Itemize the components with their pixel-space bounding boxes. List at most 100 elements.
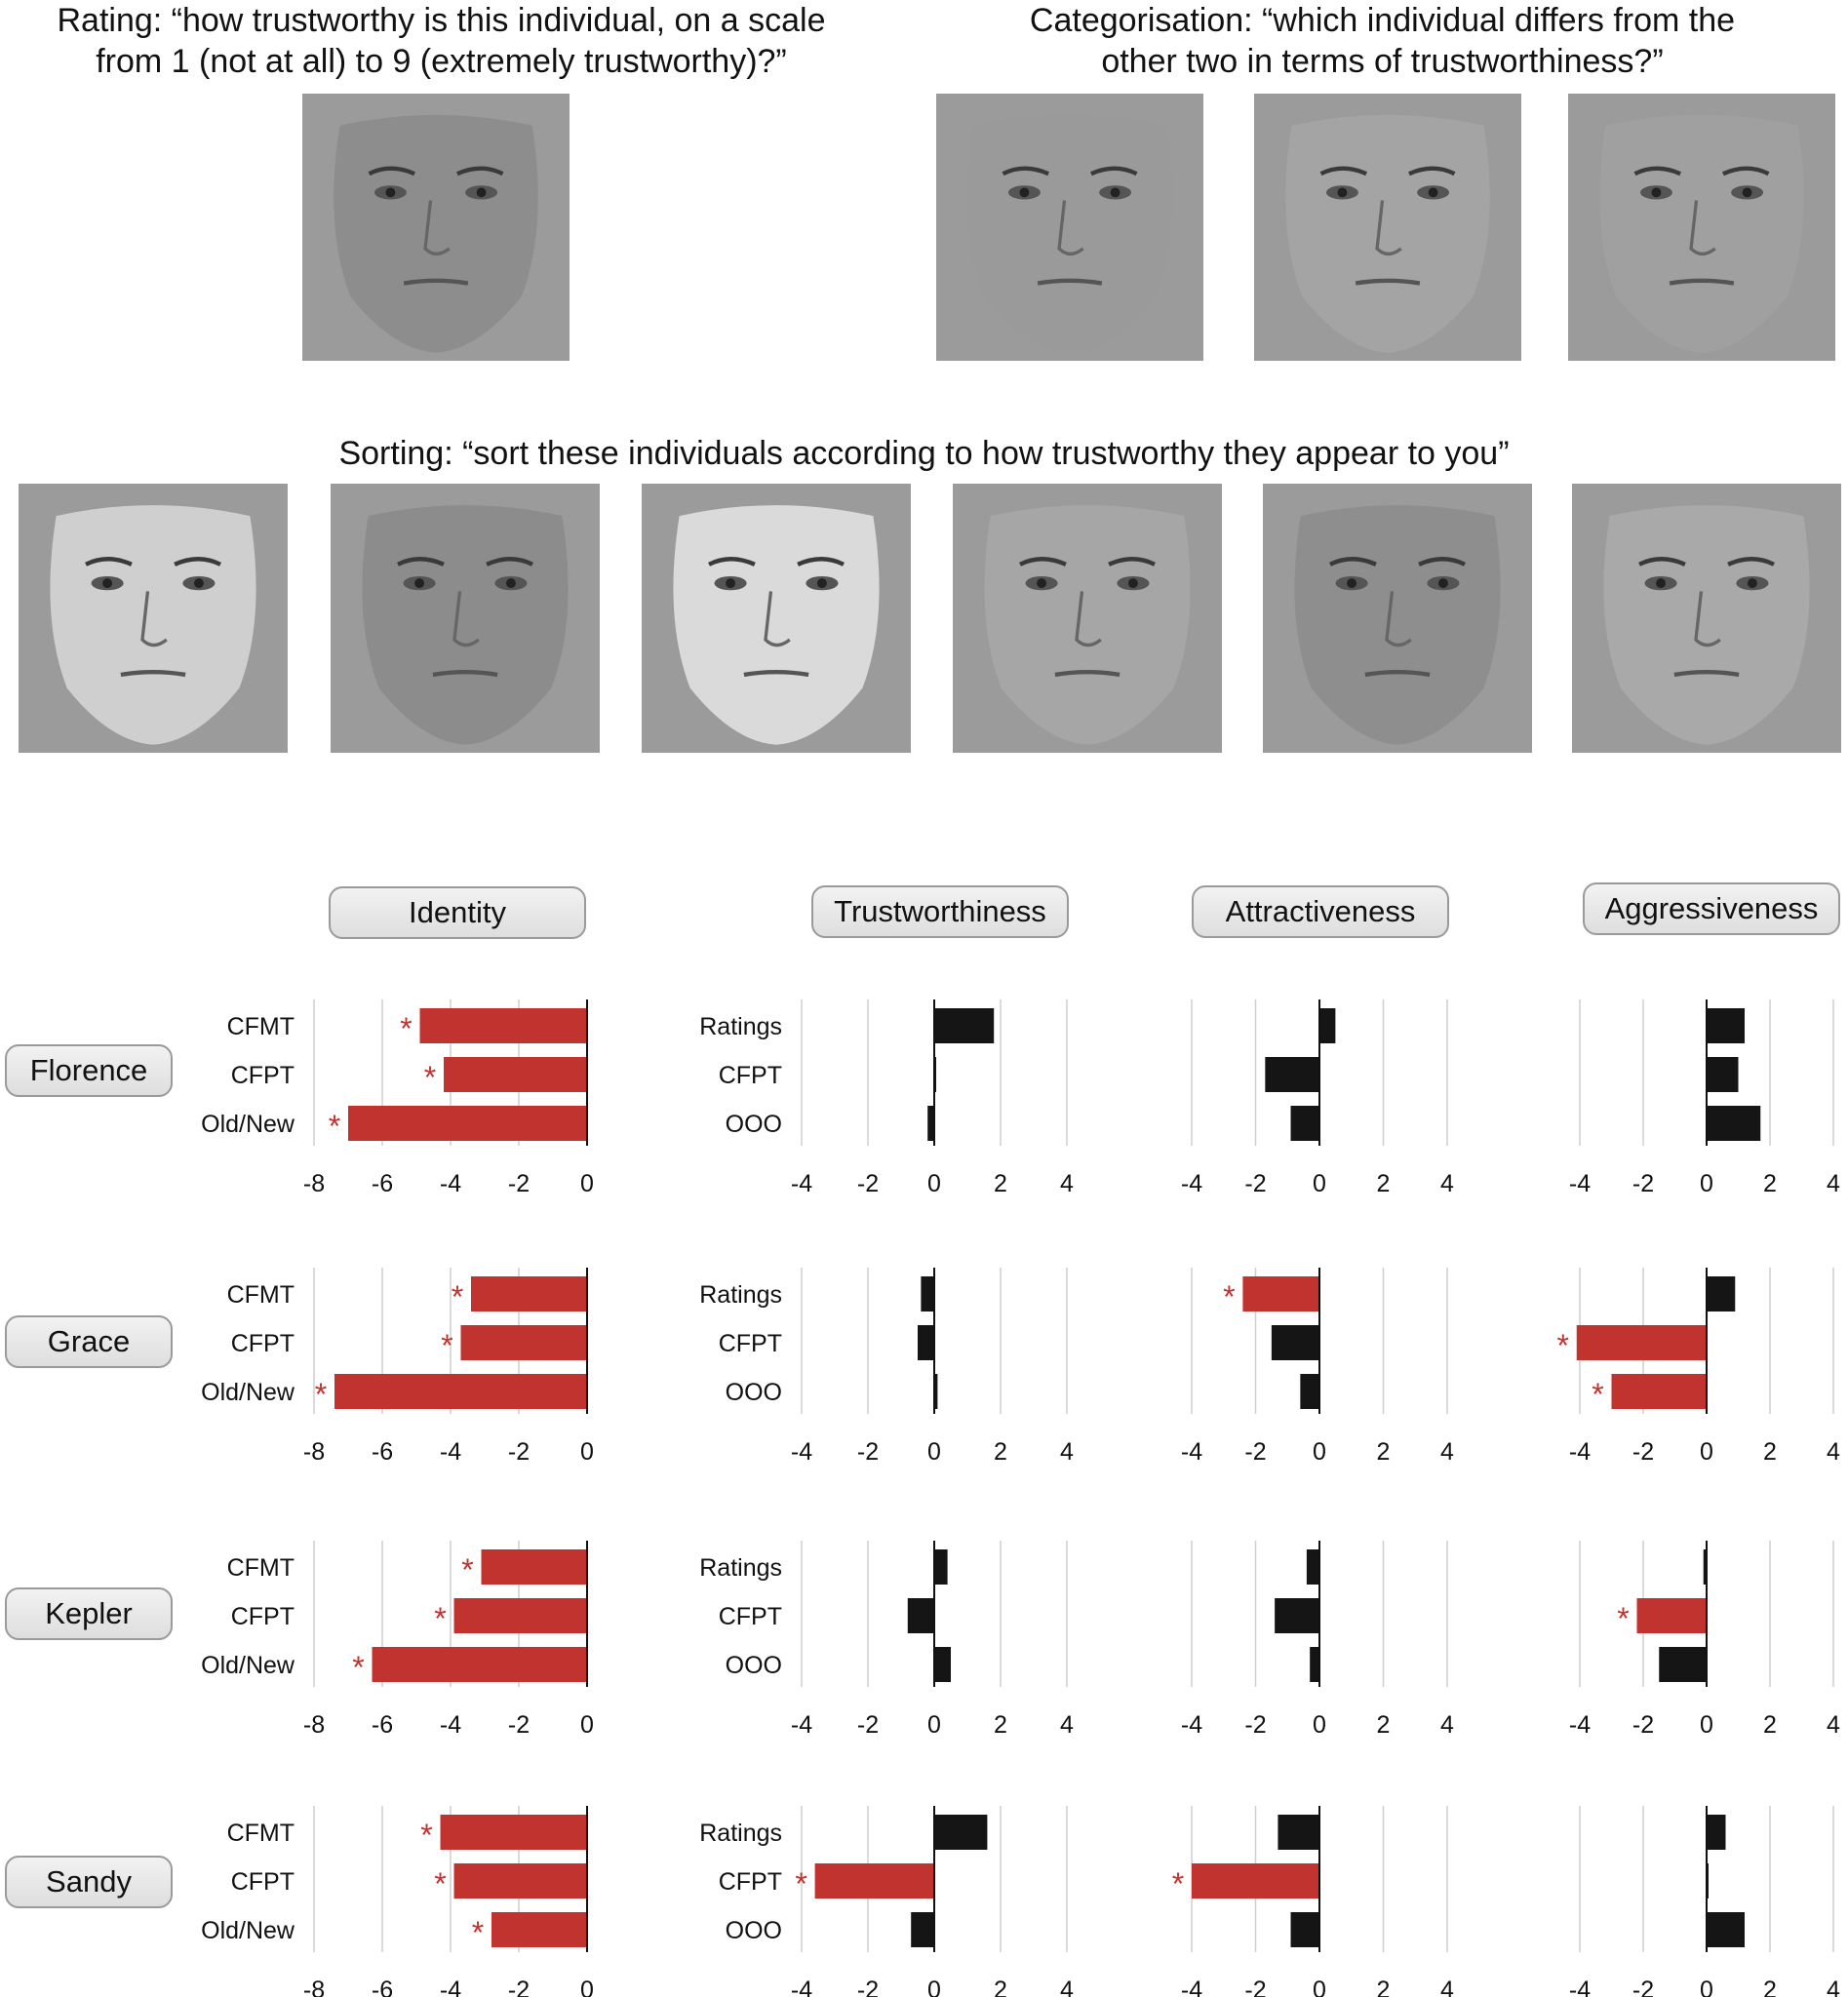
significance-asterisk: * [400, 1011, 412, 1046]
participant-label-kepler: Kepler [5, 1587, 173, 1640]
tick-label: -2 [508, 1438, 530, 1466]
bar-kepler-attractiveness-3 [1310, 1647, 1319, 1682]
bar-florence-aggressiveness-2 [1707, 1057, 1739, 1092]
bar-sandy-identity-1 [440, 1815, 587, 1850]
tick-label: -2 [508, 1711, 530, 1739]
significance-asterisk: * [1592, 1377, 1603, 1412]
male-face-image [936, 94, 1203, 361]
tick-label: -6 [372, 1711, 393, 1739]
tick-label: -4 [1181, 1170, 1202, 1197]
bar-florence-aggressiveness-3 [1707, 1106, 1761, 1141]
tick-label: -2 [857, 1977, 879, 1997]
tick-label: 0 [1313, 1438, 1326, 1466]
tick-label: 2 [1377, 1977, 1391, 1997]
significance-asterisk: * [352, 1650, 364, 1685]
bar-sandy-trustworthiness-3 [911, 1912, 934, 1947]
bar-sandy-trustworthiness-2 [814, 1863, 934, 1899]
bar-florence-identity-3 [348, 1106, 587, 1141]
tick-label: 0 [1700, 1977, 1713, 1997]
tick-label: 4 [1060, 1170, 1074, 1197]
bar-kepler-aggressiveness-3 [1659, 1647, 1707, 1682]
tick-label: 4 [1060, 1438, 1074, 1466]
bar-kepler-identity-3 [372, 1647, 587, 1682]
category-label: CFMT [227, 1013, 295, 1040]
significance-asterisk: * [329, 1109, 340, 1144]
tick-label: -2 [857, 1438, 879, 1466]
bar-grace-trustworthiness-3 [934, 1374, 938, 1409]
category-label: CFPT [719, 1868, 782, 1896]
bar-florence-trustworthiness-3 [927, 1106, 934, 1141]
female-face-image [1263, 484, 1532, 753]
significance-asterisk: * [441, 1328, 452, 1363]
tick-label: 0 [927, 1438, 941, 1466]
tick-label: 0 [1700, 1170, 1713, 1197]
male-face-image [1254, 94, 1521, 361]
significance-asterisk: * [452, 1279, 463, 1314]
tick-label: -2 [1632, 1711, 1654, 1739]
bar-sandy-aggressiveness-3 [1707, 1912, 1745, 1947]
tick-label: 4 [1827, 1711, 1840, 1739]
tick-label: -4 [440, 1711, 461, 1739]
category-label: Ratings [699, 1013, 782, 1040]
bar-kepler-identity-2 [453, 1598, 587, 1633]
tick-label: -8 [303, 1711, 325, 1739]
tick-label: 0 [1313, 1977, 1326, 1997]
category-label: CFPT [719, 1062, 782, 1089]
male-face-image [1568, 94, 1835, 361]
categorisation-task-title: Categorisation: “which individual differ… [1029, 2, 1736, 80]
bar-grace-aggressiveness-3 [1611, 1374, 1707, 1409]
tick-label: 2 [1763, 1711, 1777, 1739]
bar-florence-identity-2 [444, 1057, 587, 1092]
bar-sandy-attractiveness-1 [1278, 1815, 1319, 1850]
category-label: OOO [726, 1111, 782, 1138]
tick-label: 0 [580, 1711, 594, 1739]
bar-kepler-trustworthiness-2 [907, 1598, 934, 1633]
tick-label: 0 [580, 1438, 594, 1466]
tick-label: 0 [927, 1977, 941, 1997]
bar-sandy-attractiveness-2 [1192, 1863, 1319, 1899]
category-label: OOO [726, 1379, 782, 1406]
bar-kepler-attractiveness-2 [1275, 1598, 1319, 1633]
bar-grace-attractiveness-3 [1300, 1374, 1319, 1409]
bar-kepler-trustworthiness-3 [934, 1647, 951, 1682]
bar-kepler-aggressiveness-1 [1703, 1549, 1707, 1585]
participant-label-florence: Florence [5, 1044, 173, 1097]
tick-label: 4 [1827, 1170, 1840, 1197]
female-face-image [19, 484, 288, 753]
tick-label: -2 [857, 1711, 879, 1739]
tick-label: -2 [1244, 1438, 1266, 1466]
bar-sandy-attractiveness-3 [1290, 1912, 1319, 1947]
bar-grace-aggressiveness-2 [1576, 1325, 1707, 1360]
tick-label: -2 [508, 1977, 530, 1997]
tick-label: -4 [1181, 1977, 1202, 1997]
category-label: OOO [726, 1652, 782, 1679]
tick-label: -4 [791, 1977, 812, 1997]
significance-asterisk: * [795, 1866, 806, 1901]
tick-label: -6 [372, 1438, 393, 1466]
tick-label: 0 [927, 1170, 941, 1197]
tick-label: 2 [994, 1170, 1007, 1197]
tick-label: -4 [1181, 1438, 1202, 1466]
bar-grace-identity-3 [334, 1374, 587, 1409]
category-label: Old/New [201, 1917, 295, 1944]
tick-label: 4 [1060, 1711, 1074, 1739]
bar-grace-aggressiveness-1 [1707, 1276, 1736, 1312]
tick-label: -4 [1181, 1711, 1202, 1739]
tick-label: 2 [1763, 1438, 1777, 1466]
column-header-attractiveness: Attractiveness [1192, 885, 1449, 938]
column-header-trustworthiness: Trustworthiness [811, 885, 1069, 938]
female-face-image [953, 484, 1222, 753]
participant-label-sandy: Sandy [5, 1856, 173, 1908]
tick-label: 2 [1377, 1711, 1391, 1739]
tick-label: 4 [1440, 1438, 1454, 1466]
bar-sandy-identity-3 [491, 1912, 587, 1947]
significance-asterisk: * [461, 1552, 473, 1587]
category-label: CFPT [231, 1062, 295, 1089]
bar-grace-trustworthiness-2 [918, 1325, 934, 1360]
tick-label: 2 [1377, 1170, 1391, 1197]
bar-florence-attractiveness-3 [1290, 1106, 1319, 1141]
tick-label: 0 [580, 1170, 594, 1197]
significance-asterisk: * [1617, 1601, 1629, 1636]
significance-asterisk: * [315, 1377, 327, 1412]
rating-task-title: Rating: “how trustworthy is this individ… [57, 2, 826, 80]
